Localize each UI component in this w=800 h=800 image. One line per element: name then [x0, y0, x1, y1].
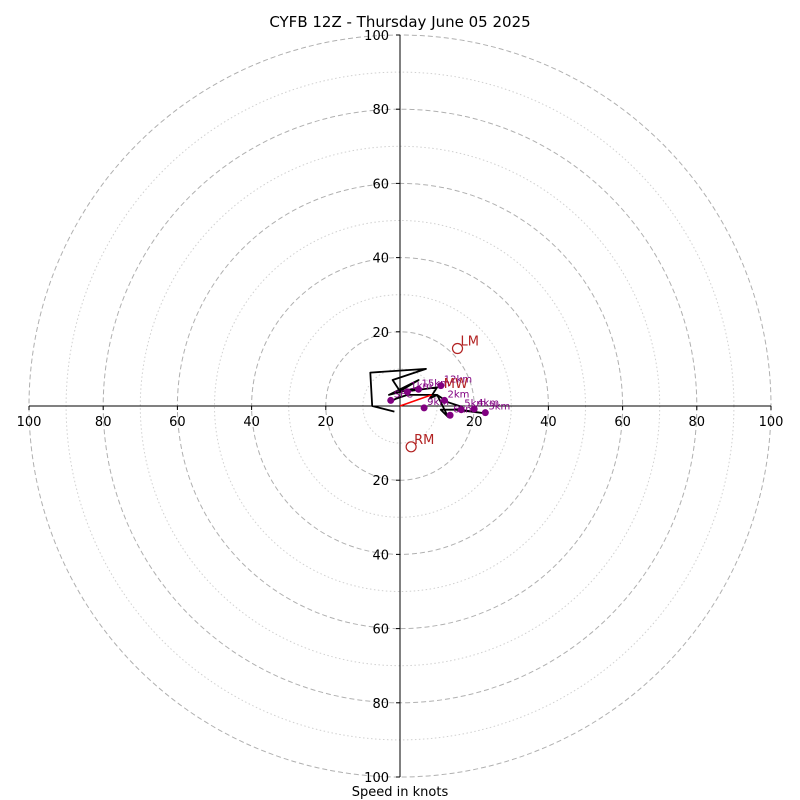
height-point	[387, 396, 395, 404]
tick-label-right: 20	[466, 415, 483, 430]
tick-label-right: 60	[614, 415, 631, 430]
tick-labels: 20 20 20 20 40 40 40 40 60 60 60 60 80 80 80 80 100 100 10…	[17, 29, 784, 786]
tick-label-top: 100	[364, 29, 389, 44]
tick-label-bottom: 20	[372, 474, 389, 489]
tick-label-left: 60	[169, 415, 186, 430]
tick-label-bottom: 60	[372, 623, 389, 638]
wind-trace	[369, 367, 487, 419]
height-label: 5km	[464, 399, 486, 410]
height-label: 12km	[444, 375, 472, 386]
tick-label-top: 60	[372, 177, 389, 192]
storm-motion-label: LM	[461, 334, 479, 349]
height-label: 1km	[410, 381, 432, 392]
height-point	[441, 396, 449, 404]
tick-label-bottom: 40	[372, 548, 389, 563]
tick-label-top: 80	[372, 103, 389, 118]
tick-label-top: 20	[372, 326, 389, 341]
storm-motion-label: MW	[444, 377, 468, 392]
tick-label-right: 100	[759, 415, 784, 430]
height-point	[470, 405, 478, 413]
height-label: 15km	[422, 378, 450, 389]
tick-label-left: 20	[318, 415, 335, 430]
tick-label-top: 40	[372, 252, 389, 267]
height-label: 6km	[453, 404, 475, 415]
x-axis-label: Speed in knots	[352, 785, 449, 800]
height-point	[457, 406, 465, 414]
tick-label-bottom: 80	[372, 697, 389, 712]
height-point	[437, 382, 445, 390]
height-point	[446, 411, 454, 419]
height-label: 2km	[448, 389, 470, 400]
tick-label-bottom: 100	[364, 771, 389, 786]
tick-label-left: 100	[17, 415, 42, 430]
shear-vector	[399, 394, 432, 407]
storm-motion-marker	[405, 441, 417, 453]
storm-motion-marker	[451, 342, 464, 355]
height-point	[481, 409, 489, 417]
tick-label-right: 40	[540, 415, 557, 430]
height-label: SFC	[394, 389, 413, 400]
storm-motion-label: RM	[414, 433, 434, 448]
height-point	[415, 385, 423, 393]
height-label: 3km	[488, 402, 510, 413]
tick-label-left: 80	[95, 415, 112, 430]
height-point	[420, 404, 428, 412]
chart-title: CYFB 12Z - Thursday June 05 2025	[269, 13, 530, 31]
tick-label-left: 40	[243, 415, 260, 430]
height-point	[403, 388, 411, 396]
storm-motions: LM RM MW	[405, 334, 479, 453]
height-label: 9km	[427, 397, 449, 408]
tick-label-right: 80	[689, 415, 706, 430]
height-label: 4km	[477, 398, 499, 409]
